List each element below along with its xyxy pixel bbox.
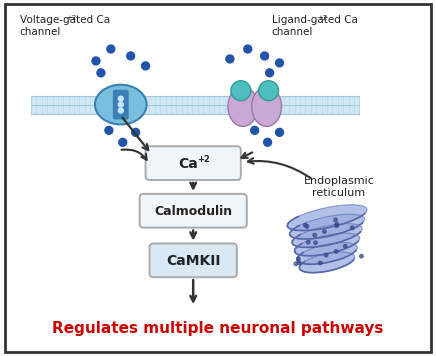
Text: Regulates multiple neuronal pathways: Regulates multiple neuronal pathways xyxy=(52,321,384,336)
Circle shape xyxy=(97,69,105,77)
Circle shape xyxy=(294,262,298,266)
Circle shape xyxy=(142,62,150,70)
Circle shape xyxy=(118,102,123,107)
Circle shape xyxy=(132,129,140,136)
Text: channel: channel xyxy=(20,27,61,37)
Text: +2: +2 xyxy=(317,15,327,21)
Circle shape xyxy=(118,96,123,101)
FancyBboxPatch shape xyxy=(5,4,431,352)
Circle shape xyxy=(313,233,317,237)
Circle shape xyxy=(324,253,328,257)
Circle shape xyxy=(303,223,307,227)
Circle shape xyxy=(264,138,272,146)
Circle shape xyxy=(231,81,251,101)
FancyBboxPatch shape xyxy=(113,90,129,120)
Circle shape xyxy=(276,59,283,67)
Text: Ligand-gated Ca: Ligand-gated Ca xyxy=(272,15,358,25)
Circle shape xyxy=(244,45,252,53)
Text: +2: +2 xyxy=(66,15,76,21)
Circle shape xyxy=(118,108,123,113)
Circle shape xyxy=(119,138,127,146)
FancyBboxPatch shape xyxy=(31,105,359,114)
Text: Calmodulin: Calmodulin xyxy=(154,205,232,218)
Ellipse shape xyxy=(292,224,362,247)
Text: channel: channel xyxy=(272,27,313,37)
Text: +2: +2 xyxy=(197,155,210,164)
Circle shape xyxy=(259,81,279,101)
Ellipse shape xyxy=(95,85,146,124)
Circle shape xyxy=(107,45,115,53)
Circle shape xyxy=(297,261,301,265)
Text: CaMKII: CaMKII xyxy=(166,254,221,268)
Ellipse shape xyxy=(300,252,355,273)
Circle shape xyxy=(351,226,354,230)
Circle shape xyxy=(334,250,338,253)
Circle shape xyxy=(92,57,100,65)
Circle shape xyxy=(105,126,113,134)
Circle shape xyxy=(127,52,135,60)
Circle shape xyxy=(305,225,309,228)
Circle shape xyxy=(360,255,363,258)
Circle shape xyxy=(296,257,300,261)
Text: reticulum: reticulum xyxy=(313,188,366,198)
Circle shape xyxy=(319,261,322,265)
Circle shape xyxy=(226,55,234,63)
Circle shape xyxy=(276,129,283,136)
Circle shape xyxy=(335,222,339,226)
Circle shape xyxy=(307,240,310,244)
Circle shape xyxy=(266,69,273,77)
FancyBboxPatch shape xyxy=(150,244,237,277)
Circle shape xyxy=(261,52,269,60)
Ellipse shape xyxy=(297,242,357,264)
Ellipse shape xyxy=(287,205,367,231)
Circle shape xyxy=(344,245,347,248)
Text: Endoplasmic: Endoplasmic xyxy=(303,176,375,186)
Text: Voltage-gated Ca: Voltage-gated Ca xyxy=(20,15,110,25)
Ellipse shape xyxy=(252,87,282,126)
Ellipse shape xyxy=(295,233,360,256)
Circle shape xyxy=(314,241,317,245)
Text: Ca: Ca xyxy=(178,157,198,171)
Circle shape xyxy=(323,230,326,233)
FancyBboxPatch shape xyxy=(146,146,241,180)
Ellipse shape xyxy=(228,87,258,126)
Circle shape xyxy=(334,218,337,222)
Ellipse shape xyxy=(290,214,364,239)
FancyBboxPatch shape xyxy=(31,96,359,105)
Circle shape xyxy=(251,126,259,134)
Circle shape xyxy=(335,224,338,227)
FancyBboxPatch shape xyxy=(140,194,247,227)
